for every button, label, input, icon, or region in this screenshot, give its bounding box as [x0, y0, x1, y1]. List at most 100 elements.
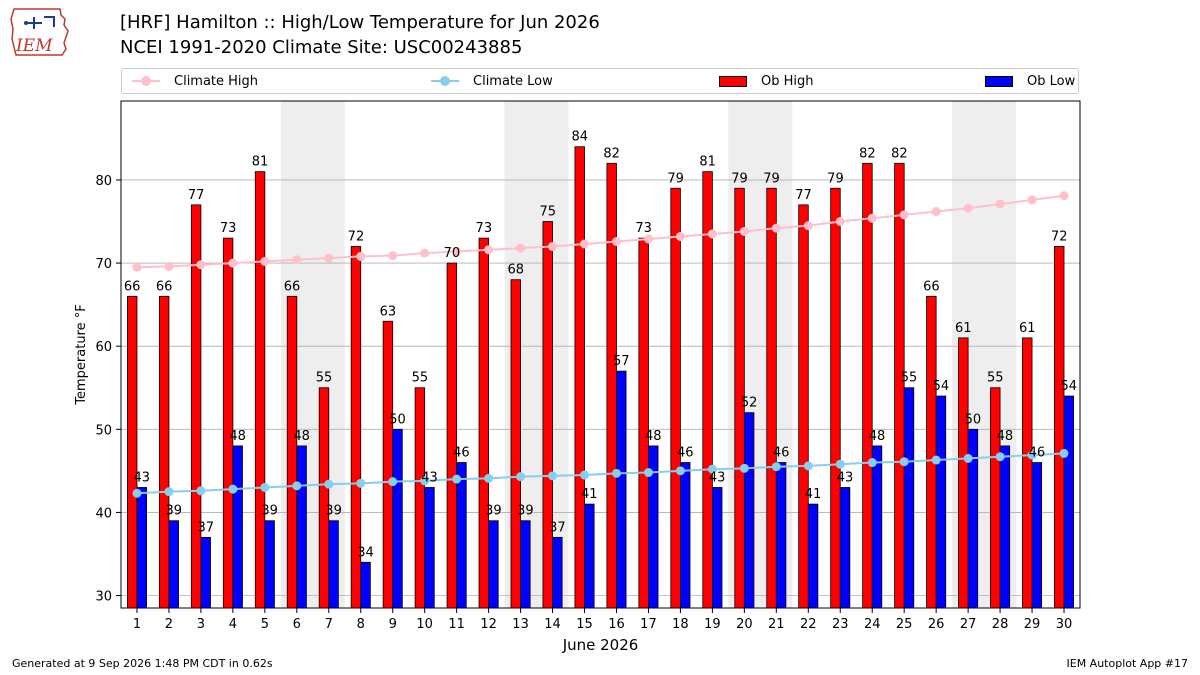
ob-low-label: 41: [581, 487, 598, 502]
x-tick-label: 2: [165, 617, 173, 632]
x-tick-label: 23: [832, 617, 849, 632]
ob-low-label: 50: [389, 412, 406, 427]
climate-high-point: [484, 245, 494, 255]
legend: Climate High Climate Low Ob High Ob Low: [121, 68, 1079, 94]
ob-low-label: 39: [325, 504, 342, 519]
climate-high-line: [136, 194, 1065, 269]
ob-high-label: 75: [539, 205, 556, 220]
climate-high-point: [324, 253, 334, 263]
ob-low-bar: [392, 428, 403, 609]
ob-low-label: 43: [134, 470, 151, 485]
ob-low-bar: [680, 462, 691, 609]
ob-low-bar: [296, 445, 307, 609]
climate-high-point: [228, 258, 238, 268]
ob-low-label: 43: [837, 470, 854, 485]
ob-high-label: 61: [955, 321, 972, 336]
ob-low-bar: [743, 412, 755, 609]
x-tick-label: 30: [1056, 617, 1073, 632]
y-tick-label: 70: [95, 257, 112, 272]
climate-high-point: [803, 221, 813, 231]
legend-item-ob-high: Ob High: [719, 69, 814, 93]
y-tick-label: 80: [95, 174, 112, 189]
y-tick-label: 50: [95, 423, 112, 438]
x-tick-label: 24: [864, 617, 881, 632]
climate-low-point: [931, 455, 941, 465]
legend-item-ob-low: Ob Low: [985, 69, 1075, 93]
ob-high-bar: [158, 295, 170, 609]
climate-low-point: [292, 481, 302, 491]
climate-low-point: [548, 471, 558, 481]
ob-high-bar: [670, 187, 681, 609]
plot-frame: [120, 100, 1081, 609]
x-tick-label: 4: [229, 617, 237, 632]
ob-low-label: 57: [613, 354, 630, 369]
climate-low-point: [260, 482, 270, 492]
legend-label: Climate Low: [473, 73, 553, 89]
x-tick-label: 27: [960, 617, 977, 632]
ob-high-bar: [446, 262, 458, 609]
climate-high-point: [707, 229, 717, 239]
climate-low-point: [164, 487, 174, 497]
x-tick-label: 7: [325, 617, 333, 632]
climate-low-point: [324, 479, 334, 489]
climate-high-point: [931, 207, 941, 217]
ob-low-label: 52: [741, 396, 758, 411]
chart-title: [HRF] Hamilton :: High/Low Temperature f…: [120, 12, 600, 33]
ob-low-bar: [807, 503, 819, 609]
x-tick-label: 5: [261, 617, 269, 632]
x-tick-label: 1: [133, 617, 141, 632]
x-tick-label: 11: [448, 617, 465, 632]
ob-high-bar: [798, 204, 809, 609]
ob-low-bar: [168, 520, 179, 609]
ob-high-bar: [1022, 337, 1033, 609]
legend-item-climate-high: Climate High: [132, 69, 258, 93]
ob-high-label: 63: [380, 304, 397, 319]
x-tick-label: 6: [293, 617, 301, 632]
climate-high-point: [292, 255, 302, 265]
app-credit: IEM Autoplot App #17: [1066, 657, 1189, 670]
legend-line-marker: [132, 75, 160, 87]
ob-low-label: 39: [517, 504, 534, 519]
ob-low-bar: [200, 536, 211, 609]
climate-high-point: [164, 261, 174, 271]
climate-high-point: [835, 217, 845, 227]
legend-bar-swatch: [985, 75, 1013, 87]
climate-high-point: [963, 203, 973, 213]
ob-high-bar: [574, 146, 585, 609]
ob-low-label: 48: [229, 429, 246, 444]
ob-low-label: 54: [933, 379, 950, 394]
generated-timestamp: Generated at 9 Sep 2026 1:48 PM CDT in 0…: [12, 657, 273, 670]
x-tick-label: 20: [736, 617, 753, 632]
ob-high-label: 55: [316, 371, 333, 386]
ob-high-bar: [542, 221, 553, 609]
ob-low-label: 46: [453, 446, 470, 461]
x-tick-label: 15: [576, 617, 593, 632]
x-tick-label: 14: [544, 617, 561, 632]
ob-low-bar: [999, 445, 1011, 609]
climate-high-point: [1059, 191, 1069, 201]
ob-low-bar: [520, 520, 531, 609]
ob-high-label: 81: [252, 155, 269, 170]
ob-high-bar: [286, 295, 298, 609]
ob-high-bar: [830, 187, 841, 609]
climate-high-point: [548, 241, 558, 251]
ob-low-label: 41: [805, 487, 822, 502]
climate-low-point: [228, 484, 238, 494]
climate-low-point: [580, 470, 590, 480]
ob-high-label: 82: [859, 146, 876, 161]
climate-high-point: [899, 210, 909, 220]
ob-low-bar: [711, 487, 723, 609]
ob-low-label: 39: [165, 504, 182, 519]
ob-low-bar: [232, 445, 243, 609]
climate-low-point: [516, 472, 526, 482]
ob-low-label: 48: [293, 429, 310, 444]
ob-high-label: 66: [156, 279, 173, 294]
climate-high-point: [771, 223, 781, 233]
ob-high-bar: [766, 187, 777, 609]
ob-high-label: 70: [444, 246, 461, 261]
x-tick-label: 29: [1024, 617, 1041, 632]
x-tick-label: 18: [672, 617, 689, 632]
x-tick-label: 26: [928, 617, 945, 632]
ob-high-bar: [254, 171, 266, 609]
climate-high-point: [739, 226, 749, 236]
